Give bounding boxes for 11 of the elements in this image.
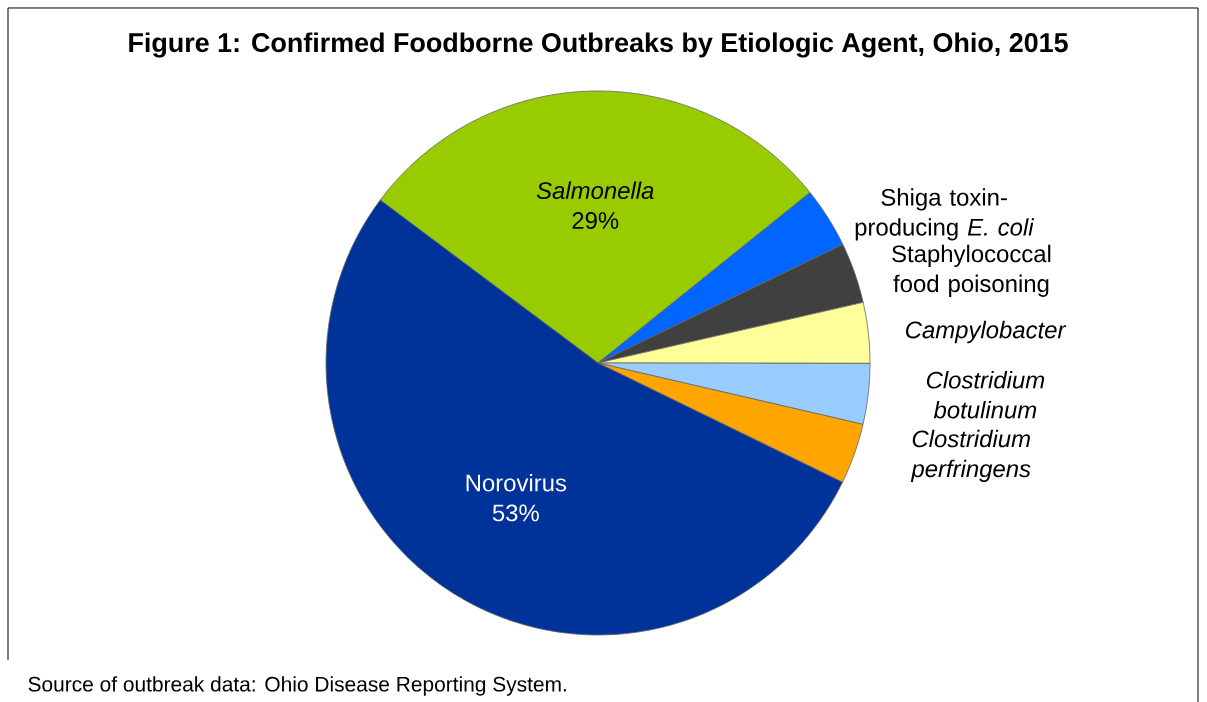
slice-label: Shiga toxin-producing E. coli xyxy=(855,188,1035,241)
slice-label: Clostridium botulinum xyxy=(926,371,1045,419)
chart-title: Figure 1: Confirmed Foodborne Outbreaks by Etiologic Agent, Ohio, 2015 xyxy=(129,32,1068,58)
slice-label: Salmonella xyxy=(536,181,654,200)
slice-label: Norovirus xyxy=(466,473,567,492)
source-note: Source of outbreak data: Ohio Disease Reporting System. xyxy=(28,676,566,696)
slice-label: Campylobacter xyxy=(905,320,1067,344)
data-label: 29% xyxy=(572,212,619,229)
slice-label: Clostridium perfringens xyxy=(910,429,1031,482)
slice-label: Staphylococcal food poisoning xyxy=(892,244,1051,297)
data-label: 53% xyxy=(492,504,539,522)
